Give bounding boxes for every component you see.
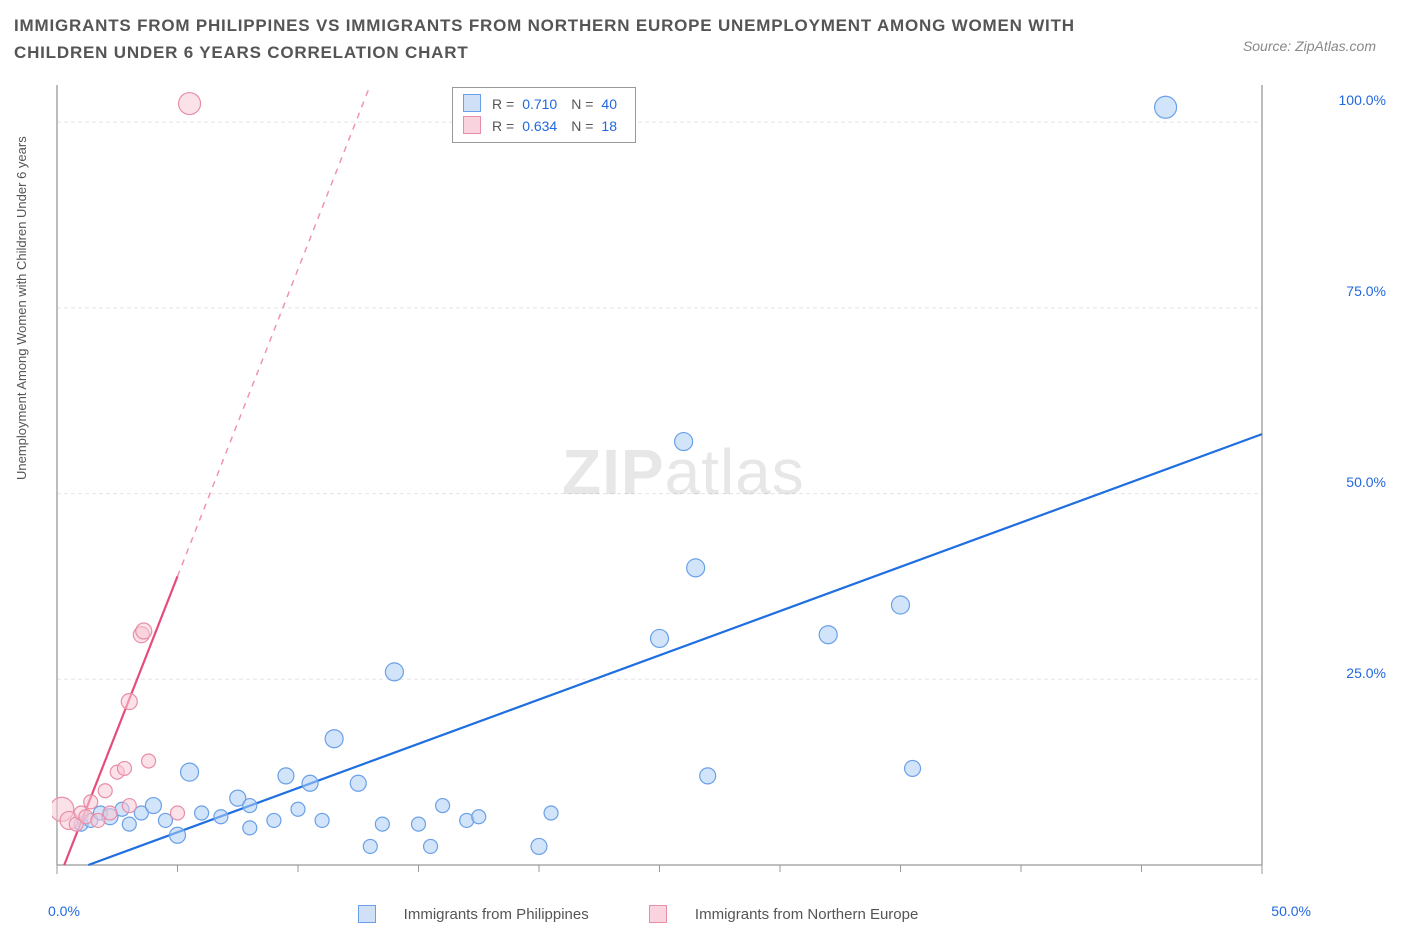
source-attribution: Source: ZipAtlas.com [1243,38,1376,54]
plot-area: ZIPatlas R =0.710 N =40 R =0.634 N =18 [52,85,1267,885]
y-axis-label: Unemployment Among Women with Children U… [14,136,29,480]
swatch-philippines-icon [358,905,376,923]
correlation-stats-legend: R =0.710 N =40 R =0.634 N =18 [452,87,636,143]
ytick-100: 100.0% [1339,92,1386,108]
ytick-25: 25.0% [1346,665,1386,681]
ytick-50: 50.0% [1346,474,1386,490]
ytick-75: 75.0% [1346,283,1386,299]
legend-item-philippines: Immigrants from Philippines [344,906,607,923]
stat-row-philippines: R =0.710 N =40 [463,93,625,115]
swatch-northern-europe-icon [463,116,481,134]
chart-title: IMMIGRANTS FROM PHILIPPINES VS IMMIGRANT… [14,12,1106,66]
xtick-50: 50.0% [1271,903,1311,919]
legend-item-northern-europe: Immigrants from Northern Europe [635,906,932,923]
swatch-philippines-icon [463,94,481,112]
stat-row-northern-europe: R =0.634 N =18 [463,115,625,137]
swatch-northern-europe-icon [649,905,667,923]
series-legend: Immigrants from Philippines Immigrants f… [0,906,1276,924]
scatter-chart-svg [52,85,1267,885]
